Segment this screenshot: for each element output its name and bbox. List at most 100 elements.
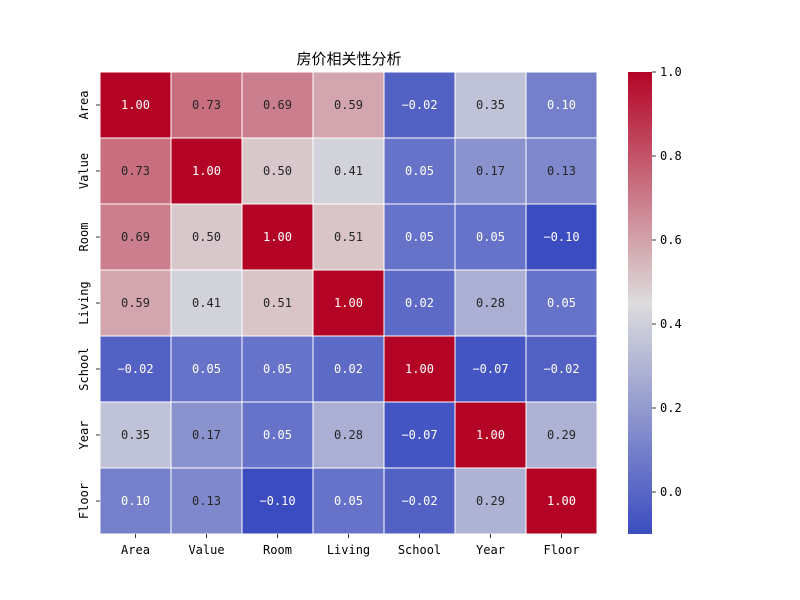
x-axis-ticks: Area Value Room Living School Year Floor (121, 534, 580, 557)
cell-value-label: −0.02 (543, 362, 579, 376)
heatmap-cell (241, 269, 314, 337)
cell-value-label: 0.17 (476, 164, 505, 178)
cell-value-label: 0.13 (547, 164, 576, 178)
cell-value-label: 0.50 (263, 164, 292, 178)
cell-value-label: 0.29 (547, 428, 576, 442)
heatmap-cell (454, 137, 527, 205)
heatmap-cell (170, 71, 243, 139)
heatmap-cell (99, 71, 172, 139)
cell-value-label: −0.10 (543, 230, 579, 244)
colorbar-tick-label: 0.8 (660, 149, 682, 163)
heatmap-cell (170, 137, 243, 205)
cell-value-label: 0.05 (192, 362, 221, 376)
y-tick-label: Living (77, 281, 91, 324)
heatmap-cell (170, 335, 243, 403)
cell-value-label: 0.29 (476, 494, 505, 508)
cell-value-label: 0.51 (263, 296, 292, 310)
heatmap-cell (99, 335, 172, 403)
colorbar-tick-label: 0.4 (660, 317, 682, 331)
heatmap-cell (241, 335, 314, 403)
y-tick-label: Area (77, 91, 91, 120)
heatmap-cell (525, 269, 598, 337)
cell-value-label: −0.02 (401, 98, 437, 112)
cell-value-label: −0.07 (472, 362, 508, 376)
x-tick-label: Living (327, 543, 370, 557)
y-tick-label: Year (77, 421, 91, 450)
heatmap-cell (312, 467, 385, 535)
cell-value-label: 0.35 (121, 428, 150, 442)
cell-value-label: 1.00 (547, 494, 576, 508)
heatmap-cell (99, 269, 172, 337)
cell-value-label: 0.02 (405, 296, 434, 310)
y-tick-label: Floor (77, 483, 91, 519)
cell-value-label: 0.05 (405, 230, 434, 244)
cell-value-label: 0.35 (476, 98, 505, 112)
heatmap-cell (241, 467, 314, 535)
cell-value-label: 0.05 (263, 428, 292, 442)
cell-value-label: 0.59 (334, 98, 363, 112)
x-tick-label: Value (188, 543, 224, 557)
cell-value-label: 0.73 (121, 164, 150, 178)
heatmap-cell (241, 71, 314, 139)
heatmap-cells: 1.00 0.73 0.69 0.59 −0.02 0.35 0.10 0.73 1.00 0.5… (99, 71, 598, 535)
cell-value-label: 0.05 (405, 164, 434, 178)
cell-value-label: 0.02 (334, 362, 363, 376)
heatmap-cell (383, 269, 456, 337)
cell-value-label: 0.69 (263, 98, 292, 112)
heatmap-cell (525, 203, 598, 271)
colorbar: 0.0 0.2 0.4 0.6 0.8 1.0 (628, 65, 682, 534)
colorbar-gradient (628, 72, 652, 534)
cell-value-label: −0.02 (401, 494, 437, 508)
cell-value-label: 0.73 (192, 98, 221, 112)
y-tick-label: School (77, 347, 91, 390)
cell-value-label: 0.41 (334, 164, 363, 178)
cell-value-label: 0.41 (192, 296, 221, 310)
cell-value-label: 0.50 (192, 230, 221, 244)
heatmap-cell (525, 467, 598, 535)
heatmap-cell (312, 203, 385, 271)
y-tick-label: Value (77, 153, 91, 189)
heatmap-cell (525, 137, 598, 205)
colorbar-tick-label: 0.6 (660, 233, 682, 247)
heatmap-cell (99, 401, 172, 469)
heatmap-cell (454, 467, 527, 535)
cell-value-label: 1.00 (405, 362, 434, 376)
cell-value-label: −0.07 (401, 428, 437, 442)
heatmap-cell (383, 203, 456, 271)
cell-value-label: 0.13 (192, 494, 221, 508)
cell-value-label: 0.28 (334, 428, 363, 442)
cell-value-label: 1.00 (334, 296, 363, 310)
cell-value-label: 0.05 (476, 230, 505, 244)
heatmap-cell (99, 203, 172, 271)
heatmap-cell (241, 401, 314, 469)
heatmap-cell (99, 467, 172, 535)
chart-title: 房价相关性分析 (296, 50, 401, 68)
x-tick-label: School (398, 543, 441, 557)
cell-value-label: 0.10 (547, 98, 576, 112)
cell-value-label: 0.28 (476, 296, 505, 310)
heatmap-cell (454, 401, 527, 469)
cell-value-label: 1.00 (263, 230, 292, 244)
heatmap-cell (170, 467, 243, 535)
cell-value-label: 0.05 (547, 296, 576, 310)
cell-value-label: 1.00 (121, 98, 150, 112)
x-tick-label: Room (263, 543, 292, 557)
heatmap-cell (525, 335, 598, 403)
colorbar-ticks: 0.0 0.2 0.4 0.6 0.8 1.0 (652, 65, 682, 499)
x-tick-label: Area (121, 543, 150, 557)
y-axis-ticks: Area Value Room Living School Year Floor (77, 91, 100, 519)
cell-value-label: 1.00 (192, 164, 221, 178)
heatmap-cell (383, 467, 456, 535)
cell-value-label: 0.51 (334, 230, 363, 244)
heatmap-cell (241, 137, 314, 205)
heatmap-cell (525, 401, 598, 469)
heatmap-cell (241, 203, 314, 271)
heatmap-cell (454, 203, 527, 271)
cell-value-label: 0.05 (334, 494, 363, 508)
cell-value-label: 1.00 (476, 428, 505, 442)
cell-value-label: 0.05 (263, 362, 292, 376)
heatmap-cell (525, 71, 598, 139)
cell-value-label: 0.10 (121, 494, 150, 508)
colorbar-tick-label: 0.0 (660, 485, 682, 499)
